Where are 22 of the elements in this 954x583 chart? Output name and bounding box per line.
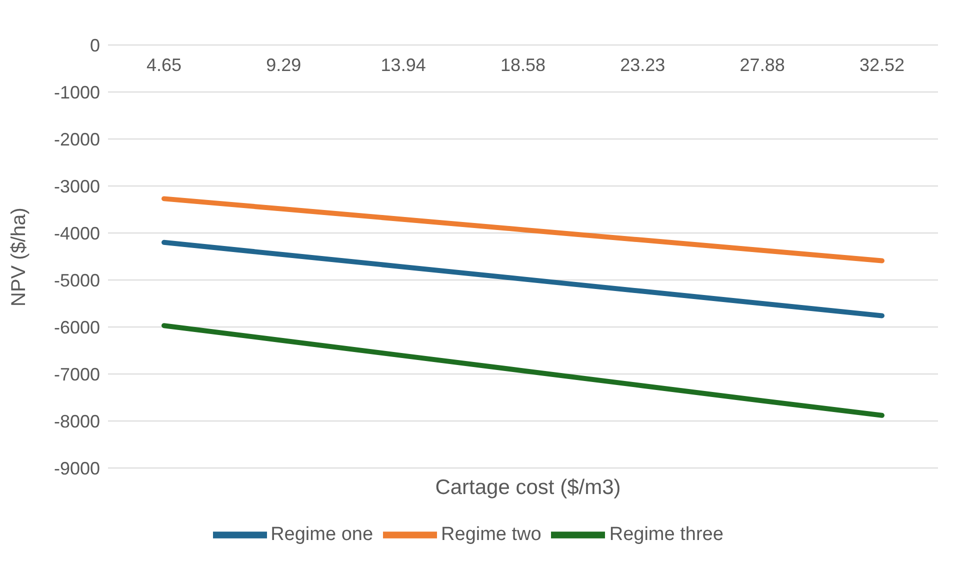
legend-label: Regime one — [270, 524, 374, 546]
y-tick-label: -6000 — [54, 317, 100, 338]
y-tick-label: -9000 — [54, 458, 100, 478]
x-axis-title: Cartage cost ($/m3) — [434, 476, 622, 500]
legend-label: Regime three — [609, 524, 724, 546]
y-tick-label: -5000 — [54, 270, 100, 290]
y-tick-label: -8000 — [54, 411, 100, 432]
x-tick-label: 27.88 — [740, 55, 785, 75]
x-tick-label: 18.58 — [500, 55, 546, 75]
x-tick-label: 4.65 — [146, 55, 182, 75]
y-tick-label: -1000 — [54, 82, 100, 102]
y-tick-label: -4000 — [54, 223, 100, 244]
x-tick-label: 23.23 — [620, 55, 666, 75]
y-tick-label: -3000 — [54, 176, 100, 196]
y-tick-label: 0 — [90, 35, 100, 56]
y-tick-label: -2000 — [54, 129, 100, 150]
x-tick-label: 13.94 — [380, 55, 426, 75]
y-tick-label: -7000 — [54, 364, 100, 384]
x-tick-label: 32.52 — [859, 55, 905, 75]
x-tick-label: 9.29 — [266, 55, 302, 75]
y-axis-title: NPV ($/ha) — [8, 208, 30, 306]
legend-label: Regime two — [441, 524, 542, 546]
